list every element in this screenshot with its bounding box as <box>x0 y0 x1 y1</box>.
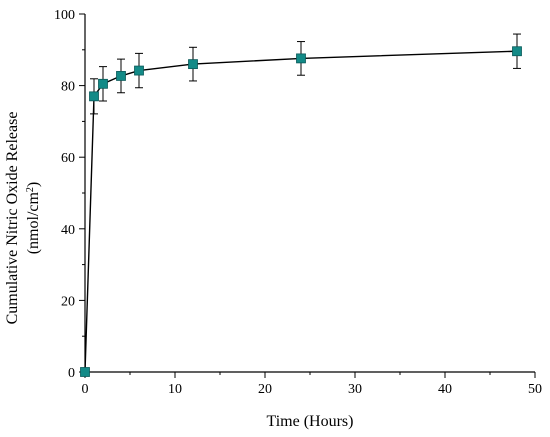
x-tick-label: 30 <box>348 382 362 397</box>
y-axis-title-unit: (nmol/cm <box>25 192 42 255</box>
x-tick-label: 20 <box>258 382 272 397</box>
y-tick-label: 20 <box>61 294 75 309</box>
x-tick-label: 50 <box>528 382 542 397</box>
data-point-marker <box>296 53 306 64</box>
x-axis-title: Time (Hours) <box>267 413 354 430</box>
y-tick-label: 80 <box>61 80 75 95</box>
y-tick-label: 40 <box>61 223 75 238</box>
y-tick-label: 100 <box>54 8 75 23</box>
y-tick-label: 60 <box>61 151 75 166</box>
error-bars <box>90 33 521 115</box>
data-point-marker <box>134 65 144 76</box>
data-point-marker <box>80 367 90 377</box>
x-tick-label: 10 <box>168 382 182 397</box>
plot-area <box>80 33 522 377</box>
series-line <box>84 50 518 373</box>
data-point-marker <box>98 78 108 89</box>
y-axis-title-sup: 2 <box>25 187 36 192</box>
y-ticks: 0 20 40 60 80 100 <box>54 8 85 381</box>
y-axis-title-line2: (nmol/cm2) <box>25 182 43 255</box>
data-point-marker <box>188 59 198 70</box>
x-tick-label: 40 <box>438 382 452 397</box>
y-axis-title-close: ) <box>25 182 42 187</box>
x-ticks: 0 10 20 30 40 50 <box>82 372 542 397</box>
y-axis-title-line1: Cumulative Nitric Oxide Release <box>4 112 21 325</box>
y-tick-label: 0 <box>68 366 75 381</box>
data-point-marker <box>116 71 126 81</box>
data-point-marker <box>89 91 99 102</box>
data-markers <box>80 46 522 377</box>
data-point-marker <box>512 46 522 57</box>
axes <box>84 14 535 373</box>
x-tick-label: 0 <box>82 382 89 397</box>
